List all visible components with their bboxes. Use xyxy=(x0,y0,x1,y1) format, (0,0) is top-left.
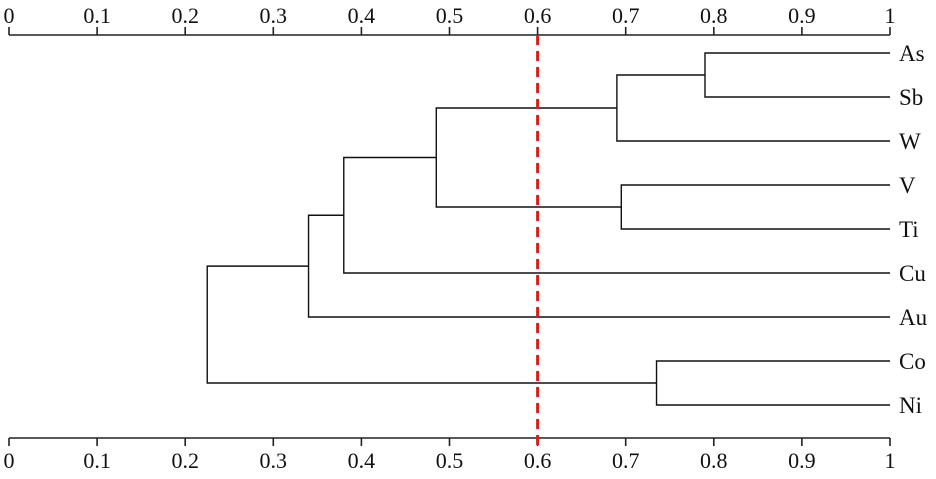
tick-label: 0.9 xyxy=(788,3,816,28)
top-axis: 0 0.1 0.2 0.3 0.4 0.5 0.6 0.7 0.8 0.9 1 xyxy=(4,3,896,36)
leaf-label-cu: Cu xyxy=(899,261,926,286)
tick-label: 0.7 xyxy=(612,3,640,28)
branch-m5 xyxy=(343,156,890,274)
leaf-label-w: W xyxy=(899,129,921,154)
leaf-label-au: Au xyxy=(899,305,928,330)
tick-label: 0 xyxy=(4,3,15,28)
leaf-label-v: V xyxy=(899,173,916,198)
branch-m6 xyxy=(307,214,890,318)
leaf-label-sb: Sb xyxy=(899,85,923,110)
tick-label: 0.5 xyxy=(436,448,464,473)
tick-label: 0.5 xyxy=(436,3,464,28)
tick-label: 1 xyxy=(885,448,896,473)
tick-label: 1 xyxy=(885,3,896,28)
branch-m8 xyxy=(206,265,657,384)
tick-label: 0.3 xyxy=(260,448,288,473)
tick-label: 0.1 xyxy=(83,3,111,28)
tick-label: 0.7 xyxy=(612,448,640,473)
tick-label: 0.8 xyxy=(700,448,728,473)
bottom-axis: 0 0.1 0.2 0.3 0.4 0.5 0.6 0.7 0.8 0.9 1 xyxy=(4,437,896,473)
tick-label: 0.6 xyxy=(524,448,552,473)
leaf-label-as: As xyxy=(899,41,925,66)
tick-label: 0.3 xyxy=(260,3,288,28)
branch-m7 xyxy=(655,360,890,406)
tick-label: 0.1 xyxy=(83,448,111,473)
leaf-label-co: Co xyxy=(899,349,926,374)
tick-label: 0.4 xyxy=(348,3,376,28)
branch-m3 xyxy=(620,184,890,230)
branch-m4 xyxy=(435,107,622,208)
tick-label: 0.9 xyxy=(788,448,816,473)
dendrogram-branches xyxy=(206,52,890,406)
leaf-label-ti: Ti xyxy=(899,217,919,242)
tick-label: 0.4 xyxy=(348,448,376,473)
branch-m2 xyxy=(616,74,890,142)
tick-label: 0.2 xyxy=(171,448,199,473)
tick-label: 0.6 xyxy=(524,3,552,28)
tick-label: 0.8 xyxy=(700,3,728,28)
leaf-label-ni: Ni xyxy=(899,393,922,418)
tick-label: 0 xyxy=(4,448,15,473)
leaf-labels: As Sb WV Ti Cu Au Co Ni xyxy=(899,41,928,418)
tick-label: 0.2 xyxy=(171,3,199,28)
branch-m1 xyxy=(704,52,890,98)
